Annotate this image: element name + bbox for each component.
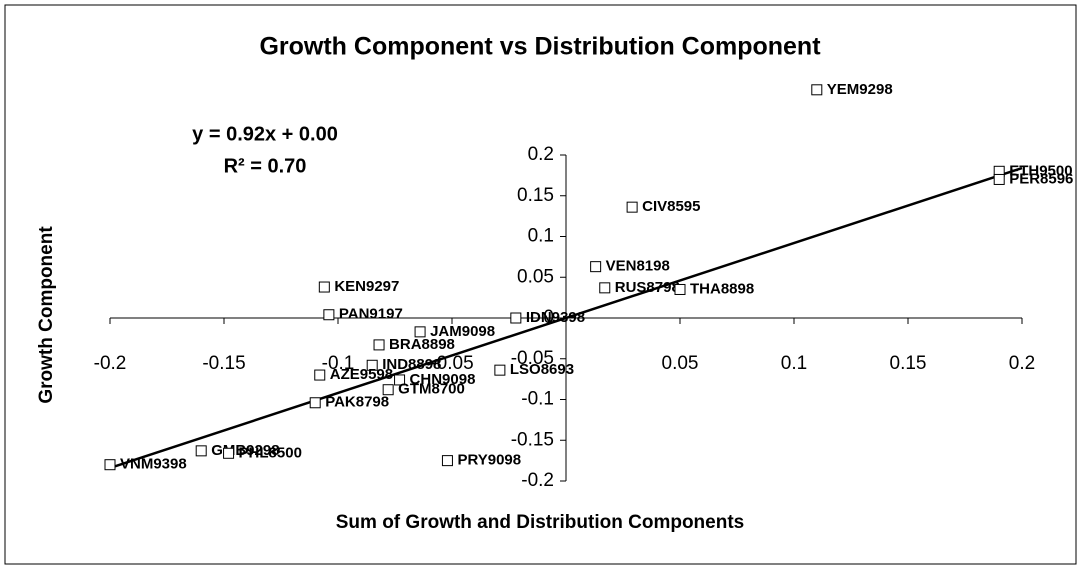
- point-label: GTM8700: [398, 381, 465, 398]
- chart-frame: [4, 4, 1077, 565]
- point-label: PHL8500: [239, 444, 302, 461]
- y-tick-label: -0.2: [521, 470, 554, 491]
- trendline: [109, 166, 1023, 470]
- equation: y = 0.92x + 0.00: [192, 123, 338, 145]
- point: [314, 369, 326, 381]
- point-label: THA8898: [690, 280, 754, 297]
- point: [510, 312, 522, 324]
- r-squared: R² = 0.70: [224, 155, 307, 177]
- point: [811, 84, 823, 96]
- point-label: VEN8198: [606, 258, 670, 275]
- x-tick-label: -0.15: [202, 353, 245, 374]
- x-tick-label: 0.2: [1009, 353, 1035, 374]
- point: [318, 281, 330, 293]
- point: [394, 374, 406, 386]
- point-label: PER8596: [1009, 170, 1073, 187]
- y-tick-label: -0.05: [511, 348, 554, 369]
- point-label: CIV8595: [642, 198, 700, 215]
- x-tick-label: -0.2: [94, 353, 127, 374]
- point: [626, 201, 638, 213]
- point: [309, 397, 321, 409]
- x-tick-label: 0.15: [890, 353, 927, 374]
- point-label: CHN9098: [410, 371, 476, 388]
- point-label: YEM9298: [827, 81, 893, 98]
- point: [599, 282, 611, 294]
- point-label: RUS8798: [615, 279, 680, 296]
- point-label: PAK8798: [325, 394, 389, 411]
- chart-title: Growth Component vs Distribution Compone…: [259, 33, 821, 61]
- x-tick-label: -0.1: [322, 353, 355, 374]
- y-tick-label: -0.15: [511, 429, 554, 450]
- point: [382, 384, 394, 396]
- point-label: AZE9598: [330, 366, 393, 383]
- point-label: LSO8693: [510, 361, 574, 378]
- point: [590, 261, 602, 273]
- point-label: IND8898: [382, 356, 441, 373]
- point-label: VNM9398: [120, 456, 187, 473]
- point: [414, 326, 426, 338]
- point: [323, 309, 335, 321]
- x-tick-label: 0.1: [781, 353, 807, 374]
- point: [104, 459, 116, 471]
- point: [223, 447, 235, 459]
- point: [195, 445, 207, 457]
- point-label: ETH9500: [1009, 162, 1072, 179]
- point: [993, 173, 1005, 185]
- y-tick-label: 0.2: [528, 144, 554, 165]
- point: [494, 364, 506, 376]
- point-label: PRY9098: [457, 452, 521, 469]
- point: [373, 339, 385, 351]
- point: [674, 283, 686, 295]
- y-axis-title: Growth Component: [36, 226, 57, 404]
- x-tick-label: 0.05: [662, 353, 699, 374]
- point-label: IDN9398: [526, 309, 585, 326]
- x-axis-title: Sum of Growth and Distribution Component…: [336, 512, 744, 533]
- y-tick-label: 0.1: [528, 226, 554, 247]
- point-label: KEN9297: [334, 278, 399, 295]
- y-tick-label: 0.15: [517, 185, 554, 206]
- point-label: PAN9197: [339, 306, 403, 323]
- y-tick-label: 0: [543, 307, 554, 328]
- y-tick-label: 0.05: [517, 266, 554, 287]
- point-label: BRA8898: [389, 336, 455, 353]
- point: [366, 359, 378, 371]
- y-tick-label: -0.1: [521, 389, 554, 410]
- point-label: JAM9098: [430, 323, 495, 340]
- point: [441, 455, 453, 467]
